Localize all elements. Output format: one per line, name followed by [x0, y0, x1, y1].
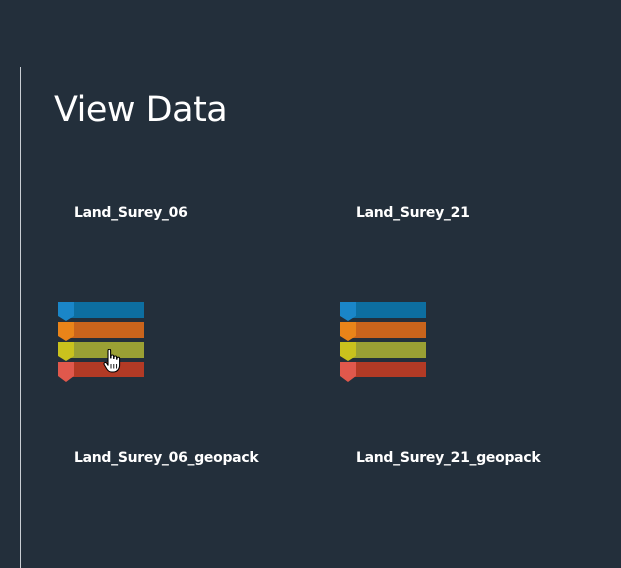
dataset-card-land-surey-06[interactable]: Land_Surey_06 Land_Surey_06_geopack — [58, 200, 288, 466]
geopack-name[interactable]: Land_Surey_21_geopack — [356, 450, 541, 466]
dataset-card-land-surey-21[interactable]: Land_Surey_21 Land_Surey_21_geopack — [340, 200, 570, 466]
dataset-name[interactable]: Land_Surey_06 — [74, 205, 188, 221]
geopack-name[interactable]: Land_Surey_06_geopack — [74, 450, 259, 466]
page-title: View Data — [54, 90, 228, 130]
dataset-name[interactable]: Land_Surey_21 — [356, 205, 470, 221]
vertical-divider — [20, 67, 21, 568]
hand-pointer-cursor-icon — [103, 349, 121, 373]
stacked-layers-icon[interactable] — [340, 302, 428, 382]
stacked-layers-icon[interactable] — [58, 302, 146, 382]
